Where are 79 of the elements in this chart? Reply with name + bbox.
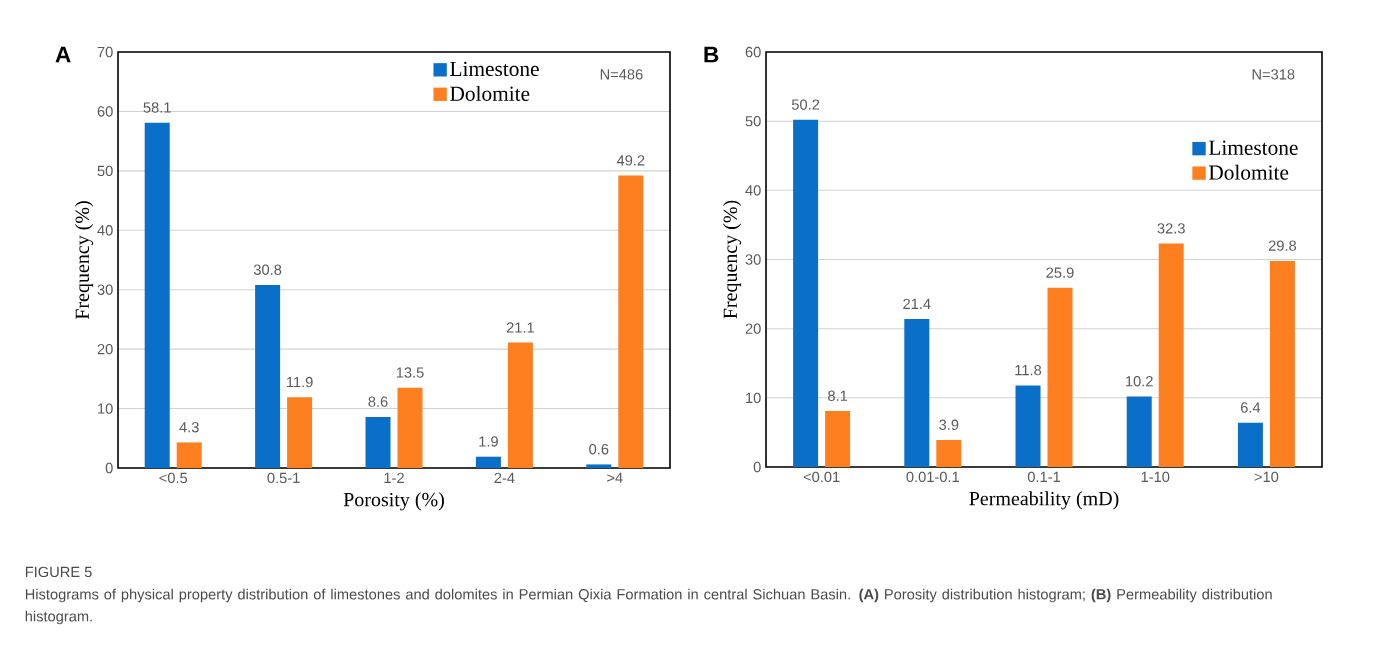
bar: [255, 284, 281, 468]
data-label: 10.2: [1126, 376, 1153, 387]
x-tick-label: <0.01: [803, 471, 840, 483]
data-label: 50.2: [791, 99, 820, 110]
data-label: 58.1: [143, 102, 171, 113]
y-tick-label: 60: [745, 46, 761, 58]
data-label: 11.8: [1015, 364, 1042, 376]
x-tick-label: 2-4: [494, 472, 515, 483]
bar: [1015, 385, 1041, 467]
data-label: 49.2: [616, 155, 645, 166]
y-axis-title: Frequency (%): [722, 200, 742, 319]
x-tick-label: 0.5-1: [267, 472, 300, 484]
y-tick-label: 10: [746, 392, 761, 404]
y-tick-label: 0: [105, 462, 113, 474]
x-tick-label: 0.1-1: [1027, 471, 1061, 483]
bar: [1237, 422, 1263, 467]
bar: [176, 442, 202, 468]
bar: [1126, 396, 1152, 467]
y-tick-label: 60: [97, 106, 113, 117]
data-label: 21.4: [903, 298, 931, 309]
bar: [793, 119, 819, 467]
bar: [586, 464, 612, 468]
x-tick-label: >4: [607, 472, 623, 483]
data-label: 8.1: [828, 390, 848, 401]
data-label: 3.9: [939, 419, 959, 430]
legend-label: Dolomite: [1208, 164, 1289, 180]
bar: [825, 410, 851, 467]
y-tick-label: 30: [745, 254, 761, 265]
y-tick-label: 20: [745, 323, 761, 334]
annotation: N=486: [600, 69, 643, 80]
data-label: 29.8: [1268, 240, 1297, 251]
data-label: 25.9: [1046, 267, 1074, 278]
y-axis-title: Frequency (%): [74, 201, 94, 320]
x-tick-label: 1-10: [1141, 471, 1170, 483]
bar: [365, 416, 391, 468]
data-label: 13.5: [396, 367, 424, 378]
text: Histograms of physical property distribution of limestones and dolomites in Permian Qixia Formation in central Sichuan Basin. (A) Porosity distribution histogram; (B) Permeability distribution histogram.: [25, 588, 1272, 625]
annotation: N=318: [1252, 69, 1295, 80]
x-axis-title: Porosity (%): [343, 492, 444, 511]
legend-label: Limestone: [1208, 140, 1298, 155]
bar: [1158, 243, 1184, 467]
bar: [1269, 260, 1295, 467]
data-label: 8.6: [368, 396, 388, 407]
bar: [144, 122, 170, 468]
y-tick-label: 50: [97, 165, 113, 177]
bar: [287, 397, 313, 468]
legend-label: Limestone: [450, 61, 539, 77]
y-tick-label: 0: [753, 461, 761, 473]
y-tick-label: 20: [97, 343, 113, 355]
y-tick-label: 40: [97, 225, 113, 236]
data-label: 6.4: [1240, 402, 1261, 413]
data-label: 4.3: [179, 422, 199, 433]
x-tick-label: >10: [1254, 471, 1279, 483]
data-label: 1.9: [479, 436, 498, 447]
x-axis-title: Permeability (mD): [969, 491, 1119, 510]
data-label: 0.6: [589, 444, 609, 455]
bar: [1047, 287, 1073, 467]
bar: [618, 175, 644, 468]
data-label: 32.3: [1157, 223, 1185, 234]
data-label: 30.8: [253, 264, 282, 275]
data-label: 21.1: [506, 322, 534, 333]
y-tick-label: 40: [745, 185, 761, 196]
chart-title: B: [704, 46, 719, 63]
bar: [936, 440, 962, 467]
bar: [475, 456, 501, 468]
bar: [397, 387, 423, 468]
y-tick-label: 50: [745, 116, 761, 127]
x-tick-label: <0.5: [159, 472, 188, 484]
bar: [507, 342, 533, 468]
bar: [904, 318, 930, 467]
x-tick-label: 0.01-0.1: [906, 471, 959, 483]
caption: FIGURE 5: [25, 566, 92, 578]
y-tick-label: 10: [98, 403, 113, 414]
x-tick-label: 1-2: [384, 472, 404, 483]
data-label: 11.9: [286, 376, 313, 388]
y-tick-label: 70: [97, 46, 113, 58]
chart-title: A: [55, 46, 71, 63]
y-tick-label: 30: [97, 284, 113, 295]
legend-label: Dolomite: [450, 85, 530, 101]
